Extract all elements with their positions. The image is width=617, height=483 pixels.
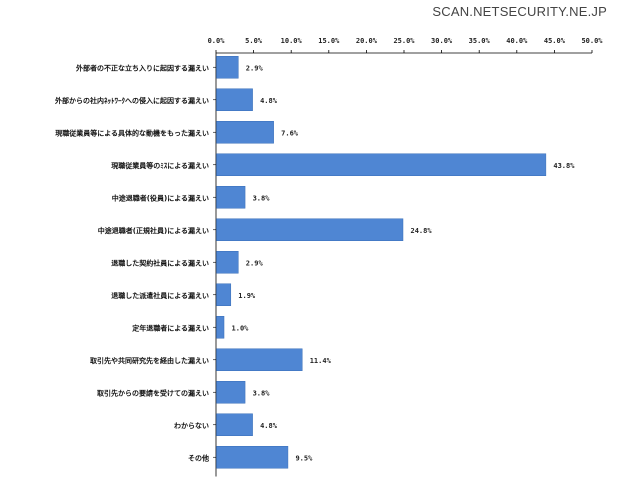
bar: [216, 218, 404, 241]
x-tick-label: 20.0%: [356, 37, 378, 45]
data-label: 3.8%: [253, 194, 271, 202]
category-label: 中途退職者(正規社員)による漏えい: [98, 226, 209, 235]
bar: [216, 186, 246, 209]
category-label: 現職従業員等による具体的な動機をもった漏えい: [55, 128, 209, 137]
bar: [216, 121, 274, 144]
data-label: 7.6%: [281, 129, 299, 137]
data-label: 2.9%: [246, 259, 264, 267]
data-label: 4.8%: [260, 422, 278, 430]
category-label: 外部からの社内ﾈｯﾄﾜｰｸへの侵入に起因する漏えい: [55, 96, 209, 105]
bar: [216, 283, 232, 306]
data-label: 4.8%: [260, 97, 278, 105]
category-label: わからない: [174, 421, 209, 430]
data-label: 43.8%: [553, 162, 575, 170]
data-label: 3.8%: [253, 389, 271, 397]
data-label: 24.8%: [410, 227, 432, 235]
bar: [216, 88, 253, 111]
data-label: 1.0%: [232, 324, 250, 332]
category-label: 取引先からの要請を受けての漏えい: [97, 388, 209, 397]
watermark-text: SCAN.NETSECURITY.NE.JP: [432, 4, 607, 19]
data-label: 11.4%: [310, 357, 332, 365]
category-label: 中途退職者(役員)による漏えい: [112, 193, 209, 202]
data-label: 9.5%: [295, 454, 313, 462]
x-tick-label: 5.0%: [245, 37, 263, 45]
bar: [216, 251, 239, 274]
x-tick-label: 30.0%: [431, 37, 453, 45]
bar: [216, 348, 303, 371]
x-tick-label: 10.0%: [281, 37, 303, 45]
data-label: 2.9%: [246, 64, 264, 72]
x-tick-label: 15.0%: [318, 37, 340, 45]
bar: [216, 381, 246, 404]
category-label: 退職した契約社員による漏えい: [111, 258, 209, 267]
category-label: 現職従業員等のﾐｽによる漏えい: [111, 161, 209, 170]
category-label: 取引先や共同研究先を経由した漏えい: [90, 356, 209, 365]
bar: [216, 153, 547, 176]
category-label: 退職した派遣社員による漏えい: [111, 291, 209, 300]
x-tick-label: 25.0%: [393, 37, 415, 45]
x-tick-label: 50.0%: [581, 37, 603, 45]
bar: [216, 413, 253, 436]
data-label: 1.9%: [238, 292, 256, 300]
bar: [216, 56, 239, 79]
x-tick-label: 0.0%: [208, 37, 226, 45]
x-tick-label: 40.0%: [506, 37, 528, 45]
bar: [216, 316, 225, 339]
x-tick-label: 45.0%: [544, 37, 566, 45]
category-label: 定年退職者による漏えい: [132, 323, 209, 332]
bar: [216, 446, 289, 469]
x-tick-label: 35.0%: [469, 37, 491, 45]
category-label: 外部者の不正な立ち入りに起因する漏えい: [76, 63, 209, 72]
category-label: その他: [188, 453, 209, 462]
